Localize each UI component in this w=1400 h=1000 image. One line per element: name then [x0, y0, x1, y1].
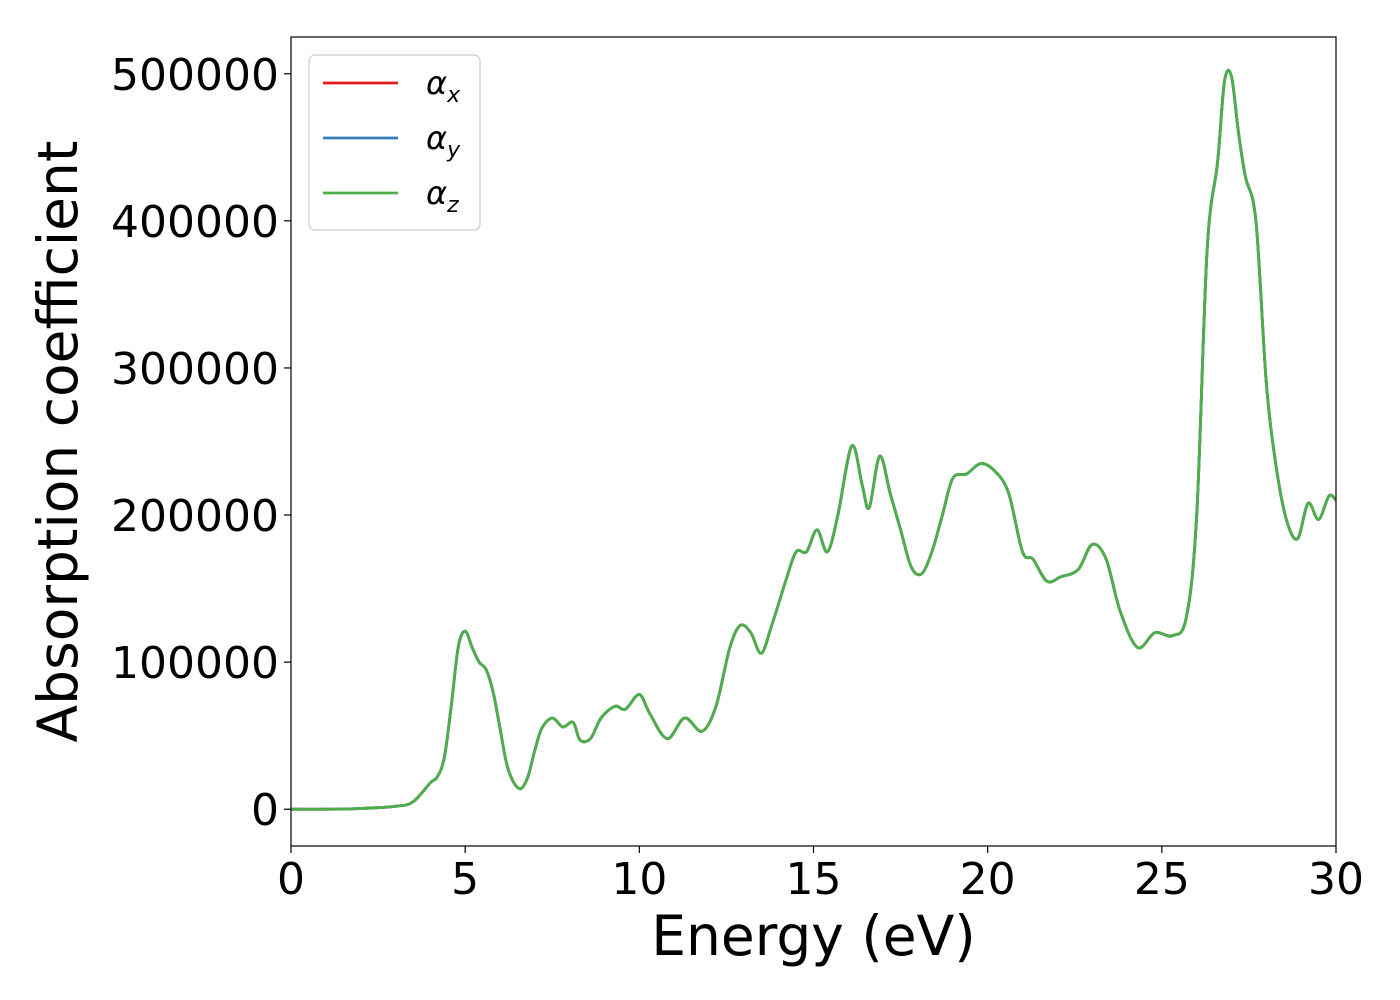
y-tick-label: 400000	[111, 197, 279, 248]
series-line-alpha-z	[291, 68, 1336, 811]
y-axis: 0 100000 200000 300000 400000 500000	[111, 50, 291, 836]
y-tick-label: 200000	[111, 491, 279, 542]
y-axis-label: Absorption coefficient	[26, 141, 90, 743]
x-tick-label: 25	[1134, 854, 1190, 905]
x-tick-label: 5	[451, 854, 479, 905]
x-tick-label: 30	[1308, 854, 1364, 905]
x-tick-label: 20	[960, 854, 1016, 905]
x-axis-label: Energy (eV)	[651, 904, 975, 968]
legend-label-alpha-x: αx	[426, 64, 461, 108]
legend-box	[308, 54, 481, 231]
y-tick-label: 300000	[111, 344, 279, 395]
legend-label-alpha-z: αz	[426, 174, 459, 218]
x-tick-label: 10	[611, 854, 667, 905]
x-tick-label: 0	[277, 854, 305, 905]
legend-label-alpha-y: αy	[426, 119, 461, 163]
legend: αx αy αz	[308, 54, 481, 231]
y-tick-label: 0	[251, 785, 279, 836]
y-tick-label: 500000	[111, 50, 279, 101]
x-tick-label: 15	[786, 854, 842, 905]
x-axis: 0 5 10 15 20 25 30	[277, 846, 1364, 905]
series-layer	[291, 68, 1336, 811]
y-tick-label: 100000	[111, 638, 279, 689]
